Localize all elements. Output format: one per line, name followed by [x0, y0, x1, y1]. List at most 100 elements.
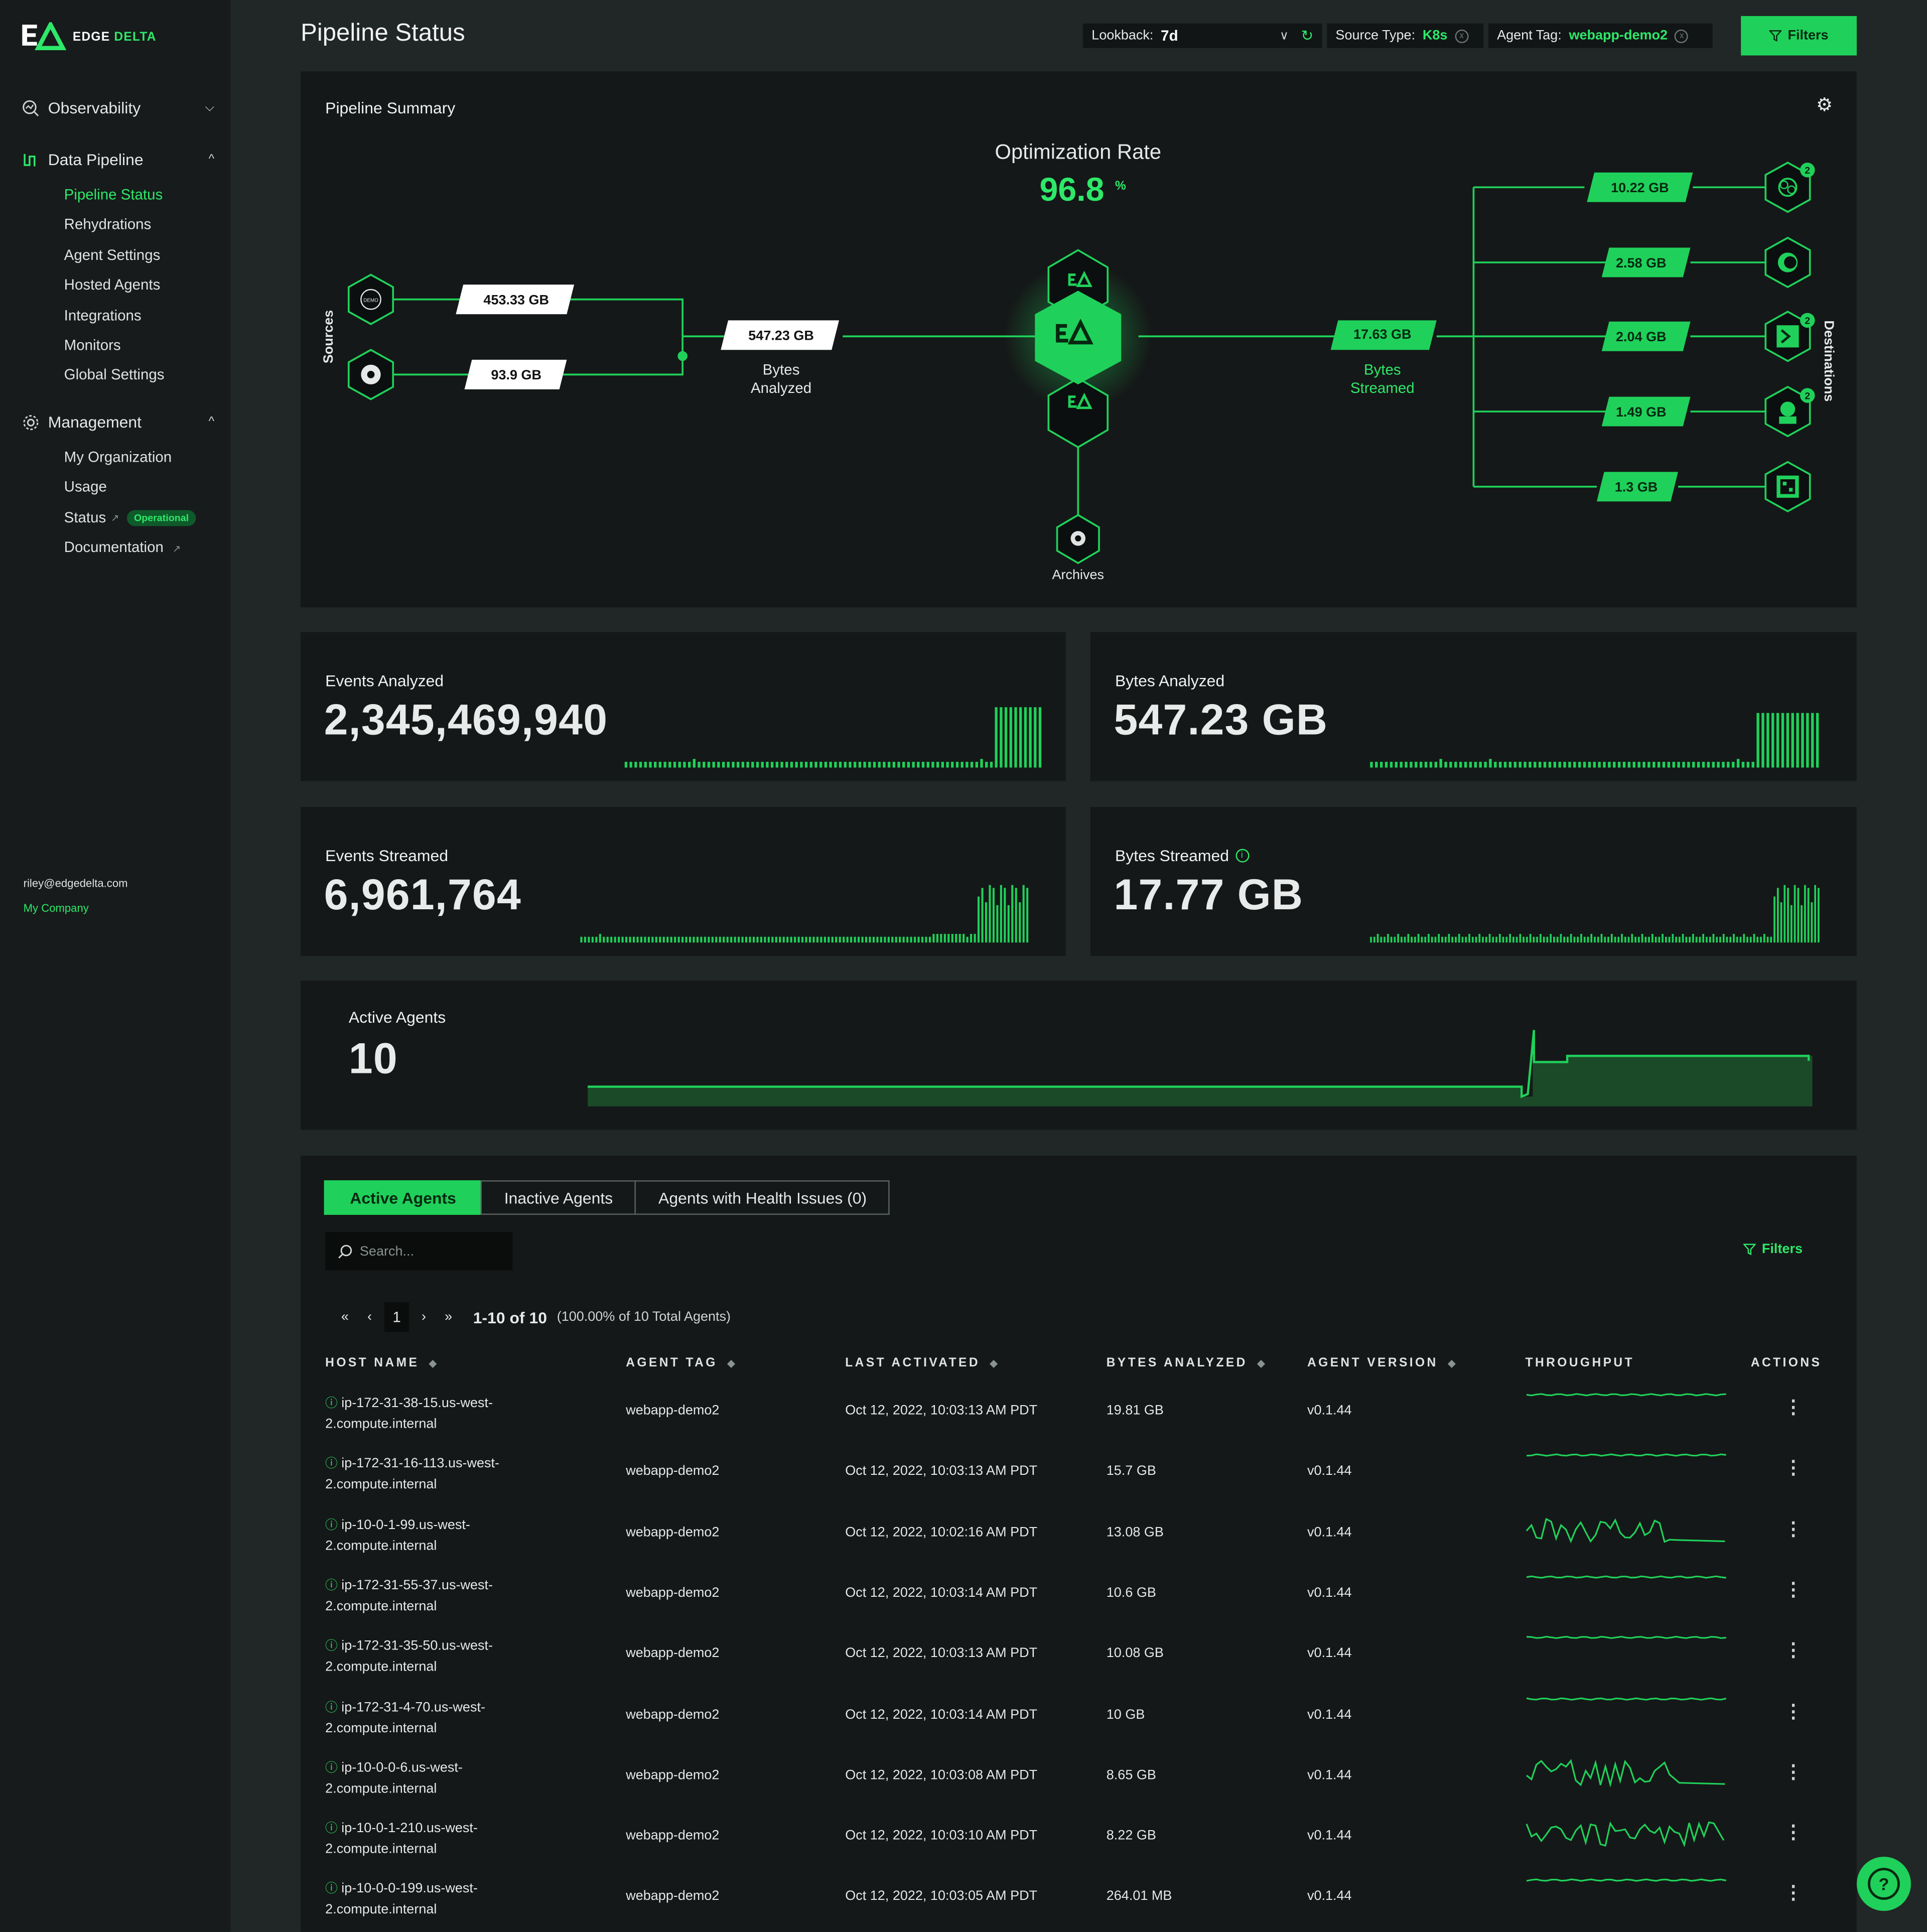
kebab-icon[interactable]: ⋮: [1784, 1761, 1803, 1783]
prev-page-button[interactable]: ‹: [367, 1309, 372, 1325]
tab-inactive-agents[interactable]: Inactive Agents: [481, 1180, 636, 1215]
source-type-filter-chip[interactable]: Source Type: K8s x: [1327, 23, 1484, 48]
lookback-select[interactable]: Lookback: 7d ∨ ↻: [1083, 23, 1322, 48]
metric-bar: [831, 936, 834, 943]
info-icon[interactable]: ⓘ: [325, 1458, 338, 1472]
column-header-agent-tag[interactable]: AGENT TAG ◆: [626, 1356, 735, 1370]
metric-bar: [1791, 713, 1794, 768]
archives-label: Archives: [1052, 567, 1105, 582]
nav-item-documentation[interactable]: Documentation ↗: [64, 538, 181, 556]
agent-version-cell: v0.1.44: [1307, 1707, 1352, 1722]
nav-group-data-pipeline[interactable]: Data Pipeline ^: [22, 151, 214, 169]
user-email[interactable]: riley@edgedelta.com: [23, 877, 128, 890]
nav-item-status[interactable]: Status ↗ Operational: [64, 509, 196, 526]
nav-item-rehydrations[interactable]: Rehydrations: [64, 215, 152, 233]
nav-item-agent-settings[interactable]: Agent Settings: [64, 246, 161, 264]
metric-bar: [1405, 762, 1408, 768]
info-icon[interactable]: ⓘ: [325, 1761, 338, 1775]
host-name-cell[interactable]: ⓘ ip-10-0-0-199.us-west- 2.compute.intern…: [325, 1879, 534, 1920]
host-name-cell[interactable]: ⓘ ip-10-0-0-6.us-west- 2.compute.internal: [325, 1758, 534, 1799]
column-header-host-name[interactable]: HOST NAME ◆: [325, 1356, 437, 1370]
info-icon[interactable]: ⓘ: [325, 1883, 338, 1897]
destination-node-4[interactable]: 2: [1764, 385, 1815, 438]
last-page-button[interactable]: »: [445, 1309, 453, 1325]
metric-bar: [1380, 762, 1383, 768]
user-company[interactable]: My Company: [23, 902, 89, 914]
host-name-cell[interactable]: ⓘ ip-10-0-1-210.us-west- 2.compute.intern…: [325, 1819, 534, 1859]
metric-bar: [786, 936, 789, 943]
destination-node-1[interactable]: 2: [1764, 161, 1815, 213]
refresh-icon[interactable]: ↻: [1301, 27, 1314, 45]
host-name-cell[interactable]: ⓘ ip-10-0-1-99.us-west- 2.compute.interna…: [325, 1515, 534, 1556]
kebab-icon[interactable]: ⋮: [1784, 1701, 1803, 1722]
next-page-button[interactable]: ›: [422, 1309, 427, 1325]
destination-node-2[interactable]: [1764, 236, 1811, 289]
source-node-demo[interactable]: DEMO: [347, 273, 394, 325]
metric-bar: [704, 936, 706, 943]
current-page[interactable]: 1: [384, 1302, 409, 1332]
destination-value-tag: 2.04 GB: [1601, 321, 1691, 351]
info-icon[interactable]: ⓘ: [325, 1701, 338, 1715]
filters-button[interactable]: Filters: [1741, 16, 1857, 56]
last-activated-cell: Oct 12, 2022, 10:03:14 AM PDT: [845, 1707, 1038, 1722]
nav-item-integrations[interactable]: Integrations: [64, 307, 142, 324]
kebab-icon[interactable]: ⋮: [1784, 1579, 1803, 1601]
metric-bar: [640, 936, 642, 943]
nav-group-observability[interactable]: Observability ⌵: [22, 98, 214, 117]
agent-tag-value: webapp-demo2: [1569, 28, 1668, 43]
host-name-cell[interactable]: ⓘ ip-172-31-4-70.us-west- 2.compute.inter…: [325, 1697, 534, 1738]
info-icon[interactable]: ⓘ: [325, 1519, 338, 1533]
kebab-icon[interactable]: ⋮: [1784, 1397, 1803, 1418]
destination-node-5[interactable]: [1764, 461, 1811, 513]
nav-item-usage[interactable]: Usage: [64, 478, 107, 495]
tab-health-issues[interactable]: Agents with Health Issues (0): [635, 1180, 890, 1215]
nav-item-monitors[interactable]: Monitors: [64, 336, 121, 354]
info-icon[interactable]: ⓘ: [325, 1822, 338, 1836]
metric-bar: [820, 936, 822, 943]
kebab-icon[interactable]: ⋮: [1784, 1822, 1803, 1844]
first-page-button[interactable]: «: [341, 1309, 349, 1325]
kebab-icon[interactable]: ⋮: [1784, 1883, 1803, 1904]
nav-item-pipeline-status[interactable]: Pipeline Status: [64, 186, 163, 204]
info-icon[interactable]: ⓘ: [325, 1397, 338, 1411]
bytes-analyzed-cell: 19.81 GB: [1106, 1403, 1164, 1418]
archive-icon[interactable]: [1056, 514, 1100, 565]
nav-item-my-organization[interactable]: My Organization: [64, 448, 172, 466]
info-icon[interactable]: ⓘ: [325, 1640, 338, 1654]
host-name-cell[interactable]: ⓘ ip-172-31-38-15.us-west- 2.compute.inte…: [325, 1394, 534, 1434]
kebab-icon[interactable]: ⋮: [1784, 1519, 1803, 1540]
settings-icon[interactable]: ⚙: [1816, 95, 1833, 116]
destination-node-3[interactable]: 2: [1764, 311, 1815, 362]
metric-bar: [1668, 936, 1671, 943]
kebab-icon[interactable]: ⋮: [1784, 1458, 1803, 1479]
column-header-bytes-analyzed[interactable]: BYTES ANALYZED ◆: [1106, 1356, 1265, 1370]
host-name-cell[interactable]: ⓘ ip-172-31-16-113.us-west- 2.compute.int…: [325, 1454, 534, 1495]
kebab-icon[interactable]: ⋮: [1784, 1640, 1803, 1662]
edge-delta-hub[interactable]: [1035, 249, 1122, 449]
tab-active-agents[interactable]: Active Agents: [324, 1180, 482, 1215]
column-header-last-activated[interactable]: LAST ACTIVATED ◆: [845, 1356, 998, 1370]
metric-bar: [606, 936, 609, 943]
search-input[interactable]: Search...: [325, 1232, 513, 1271]
nav-group-management[interactable]: Management ^: [22, 412, 214, 431]
close-icon[interactable]: x: [1675, 29, 1689, 43]
table-filters-button[interactable]: Filters: [1743, 1242, 1803, 1257]
column-header-agent-version[interactable]: AGENT VERSION ◆: [1307, 1356, 1456, 1370]
agent-tag-filter-chip[interactable]: Agent Tag: webapp-demo2 x: [1488, 23, 1713, 48]
metric-bar: [1553, 762, 1556, 768]
info-icon[interactable]: i: [1235, 849, 1249, 863]
nav-item-global-settings[interactable]: Global Settings: [64, 366, 165, 383]
throughput-sparkline: [1526, 1636, 1726, 1639]
kubernetes-icon[interactable]: [347, 349, 394, 400]
host-name-cell[interactable]: ⓘ ip-172-31-35-50.us-west- 2.compute.inte…: [325, 1636, 534, 1677]
close-icon[interactable]: x: [1455, 29, 1469, 43]
metric-bar: [790, 762, 793, 768]
info-icon[interactable]: ⓘ: [325, 1579, 338, 1593]
metric-bar: [689, 936, 692, 943]
metric-bar: [926, 762, 929, 768]
help-button[interactable]: ?: [1856, 1856, 1911, 1911]
brand-logo[interactable]: EDGE DELTA: [22, 22, 157, 52]
metric-bar: [980, 759, 983, 768]
nav-item-hosted-agents[interactable]: Hosted Agents: [64, 275, 161, 294]
host-name-cell[interactable]: ⓘ ip-172-31-55-37.us-west- 2.compute.inte…: [325, 1576, 534, 1616]
